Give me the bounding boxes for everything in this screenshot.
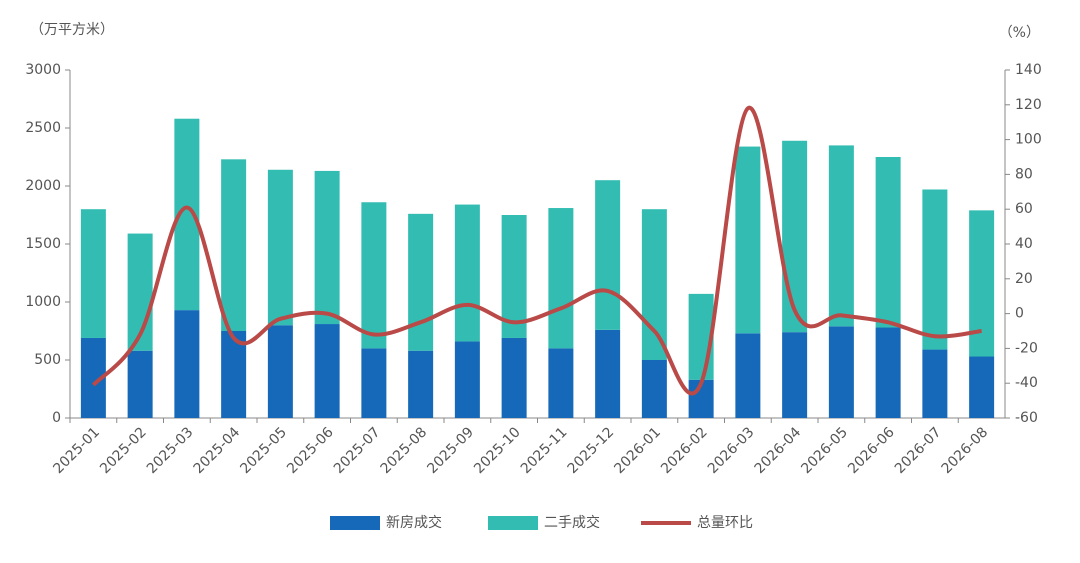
x-tick-label: 2025-12 (565, 424, 618, 477)
legend-label: 总量环比 (697, 515, 753, 531)
x-tick-label: 2025-08 (378, 424, 431, 477)
y2-tick-label: -60 (1015, 410, 1038, 426)
bar (501, 337, 527, 418)
bar (641, 209, 667, 360)
bar (408, 213, 434, 351)
y2-tick-label: 120 (1015, 97, 1042, 113)
y-tick-label: 1500 (25, 236, 61, 252)
x-tick-label: 2026-08 (939, 424, 992, 477)
bar (875, 157, 901, 328)
y-tick-label: 0 (52, 410, 61, 426)
bar (782, 140, 808, 333)
x-tick-label: 2025-11 (518, 424, 571, 477)
bar (314, 170, 340, 325)
bar (735, 333, 761, 418)
bar (314, 324, 340, 418)
bar (548, 348, 574, 418)
x-tick-label: 2026-05 (798, 424, 851, 477)
y-tick-label: 2500 (25, 120, 61, 136)
x-tick-label: 2025-05 (237, 424, 290, 477)
legend-swatch (488, 516, 538, 530)
y2-tick-label: 20 (1015, 271, 1033, 287)
x-tick-label: 2026-03 (705, 424, 758, 477)
y-tick-label: 1000 (25, 294, 61, 310)
bar (782, 332, 808, 418)
bar (221, 159, 247, 331)
bar (969, 356, 995, 418)
x-tick-label: 2026-04 (752, 424, 805, 477)
bar (922, 189, 948, 350)
bar (267, 325, 293, 418)
y2-tick-label: 80 (1015, 166, 1033, 182)
line (91, 106, 982, 396)
x-tick-label: 2025-02 (97, 424, 150, 477)
x-tick-label: 2026-07 (892, 424, 945, 477)
bar (127, 350, 153, 418)
bar (501, 215, 527, 338)
y2-tick-label: 140 (1015, 62, 1042, 78)
bar (595, 180, 621, 330)
bar (641, 360, 667, 418)
bar (267, 169, 293, 326)
bar (361, 202, 387, 349)
bar (174, 310, 200, 418)
bar (922, 349, 948, 418)
legend-label: 新房成交 (386, 514, 442, 531)
x-tick-label: 2026-01 (611, 424, 664, 477)
x-tick-label: 2026-06 (845, 424, 898, 477)
bar (595, 329, 621, 418)
y2-tick-label: 40 (1015, 236, 1033, 252)
legend-swatch (330, 516, 380, 530)
bar (80, 209, 106, 338)
y-tick-label: 500 (34, 352, 61, 368)
x-tick-label: 2025-03 (144, 424, 197, 477)
y2-tick-label: 60 (1015, 201, 1033, 217)
bar (828, 145, 854, 327)
bar (454, 341, 480, 418)
y-tick-label: 3000 (25, 62, 61, 78)
bar (969, 210, 995, 357)
y2-axis-label: （%） (999, 25, 1040, 41)
bar (828, 326, 854, 418)
x-tick-label: 2026-02 (658, 424, 711, 477)
y-tick-label: 2000 (25, 178, 61, 194)
y2-tick-label: -20 (1015, 340, 1038, 356)
y2-tick-label: 0 (1015, 306, 1024, 322)
bar (221, 331, 247, 418)
x-tick-label: 2025-01 (50, 424, 103, 477)
bar (454, 204, 480, 342)
x-tick-label: 2025-06 (284, 424, 337, 477)
bar (408, 350, 434, 418)
x-tick-label: 2025-07 (331, 424, 384, 477)
bar (361, 348, 387, 418)
x-tick-label: 2025-09 (424, 424, 477, 477)
bar (875, 327, 901, 418)
x-tick-label: 2025-04 (191, 424, 244, 477)
y2-tick-label: -40 (1015, 375, 1038, 391)
y2-tick-label: 100 (1015, 132, 1042, 148)
bar (735, 146, 761, 334)
legend-label: 二手成交 (544, 514, 600, 531)
y-axis-label: （万平方米） (30, 22, 114, 38)
bar (548, 208, 574, 349)
x-tick-label: 2025-10 (471, 424, 524, 477)
